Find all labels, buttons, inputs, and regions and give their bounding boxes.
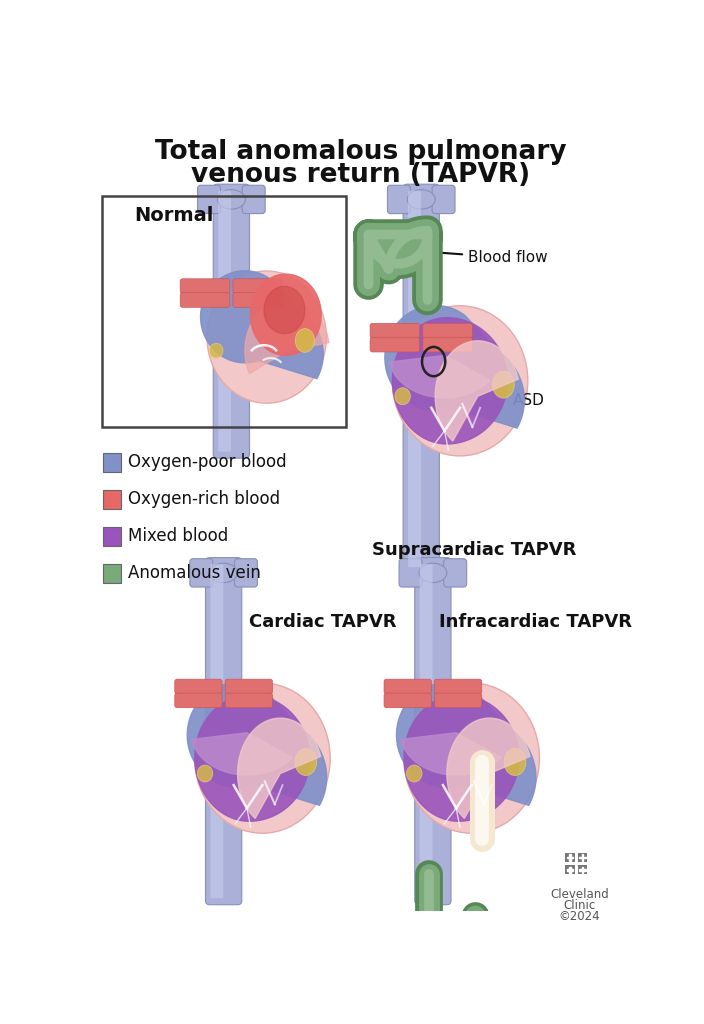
Polygon shape [237, 718, 321, 818]
FancyBboxPatch shape [180, 279, 230, 294]
Polygon shape [582, 854, 584, 860]
Ellipse shape [504, 749, 526, 775]
FancyBboxPatch shape [403, 184, 439, 573]
Polygon shape [569, 866, 571, 872]
Text: ASD: ASD [439, 362, 545, 408]
Ellipse shape [210, 563, 237, 583]
Text: Supracardiac TAPVR: Supracardiac TAPVR [372, 542, 576, 559]
Ellipse shape [404, 683, 539, 834]
FancyBboxPatch shape [423, 324, 472, 338]
Polygon shape [579, 868, 586, 870]
FancyBboxPatch shape [432, 185, 455, 214]
Text: Blood flow: Blood flow [407, 248, 548, 265]
Text: Cardiac TAPVR: Cardiac TAPVR [249, 612, 396, 631]
Text: Normal: Normal [134, 206, 214, 225]
FancyBboxPatch shape [370, 324, 420, 338]
FancyBboxPatch shape [213, 184, 249, 458]
FancyBboxPatch shape [233, 293, 282, 307]
FancyBboxPatch shape [103, 490, 121, 509]
Polygon shape [579, 856, 586, 858]
Text: Oxygen-rich blood: Oxygen-rich blood [128, 490, 280, 508]
Text: ©2024: ©2024 [558, 909, 601, 923]
Ellipse shape [295, 749, 317, 775]
Bar [565, 865, 574, 874]
Ellipse shape [207, 271, 327, 403]
Ellipse shape [419, 563, 447, 583]
Polygon shape [195, 695, 310, 821]
FancyBboxPatch shape [415, 558, 451, 905]
Polygon shape [567, 856, 573, 858]
FancyBboxPatch shape [103, 564, 121, 583]
Polygon shape [396, 683, 536, 805]
Polygon shape [435, 341, 518, 441]
Polygon shape [191, 733, 292, 775]
FancyBboxPatch shape [423, 337, 472, 352]
Text: Clinic: Clinic [563, 899, 596, 912]
FancyBboxPatch shape [175, 679, 222, 694]
FancyBboxPatch shape [233, 279, 282, 294]
Text: Oxygen-poor blood: Oxygen-poor blood [128, 454, 287, 471]
Polygon shape [264, 287, 305, 334]
Polygon shape [404, 695, 519, 821]
Ellipse shape [209, 343, 223, 358]
Text: Cleveland: Cleveland [550, 888, 609, 901]
Polygon shape [447, 718, 530, 818]
FancyBboxPatch shape [242, 185, 265, 214]
FancyBboxPatch shape [190, 559, 213, 587]
FancyBboxPatch shape [225, 693, 272, 708]
FancyBboxPatch shape [408, 190, 421, 567]
FancyBboxPatch shape [370, 337, 420, 352]
Bar [565, 853, 574, 862]
Bar [102, 196, 346, 427]
FancyBboxPatch shape [225, 679, 272, 694]
Polygon shape [582, 866, 584, 872]
FancyBboxPatch shape [434, 693, 482, 708]
Polygon shape [567, 868, 573, 870]
FancyBboxPatch shape [234, 559, 258, 587]
Ellipse shape [194, 683, 330, 834]
Polygon shape [251, 274, 321, 355]
FancyBboxPatch shape [384, 679, 432, 694]
Polygon shape [389, 355, 490, 397]
FancyBboxPatch shape [444, 559, 467, 587]
Text: Anomalous vein: Anomalous vein [128, 564, 261, 583]
Ellipse shape [408, 189, 435, 209]
Ellipse shape [218, 189, 245, 209]
FancyBboxPatch shape [387, 185, 410, 214]
Text: venous return (TAPVR): venous return (TAPVR) [191, 162, 530, 188]
Ellipse shape [493, 372, 514, 398]
FancyBboxPatch shape [198, 185, 220, 214]
FancyBboxPatch shape [180, 293, 230, 307]
Text: Infracardiac TAPVR: Infracardiac TAPVR [439, 612, 632, 631]
FancyBboxPatch shape [175, 693, 222, 708]
Polygon shape [245, 300, 329, 374]
FancyBboxPatch shape [206, 558, 241, 905]
Text: Total anomalous pulmonary: Total anomalous pulmonary [155, 139, 567, 165]
FancyBboxPatch shape [103, 454, 121, 472]
FancyBboxPatch shape [210, 564, 223, 898]
Polygon shape [401, 733, 501, 775]
Polygon shape [385, 305, 524, 428]
FancyBboxPatch shape [399, 559, 422, 587]
Polygon shape [392, 317, 508, 444]
Ellipse shape [392, 306, 528, 456]
Ellipse shape [395, 388, 410, 404]
FancyBboxPatch shape [434, 679, 482, 694]
Ellipse shape [406, 765, 422, 782]
FancyBboxPatch shape [218, 190, 231, 452]
FancyBboxPatch shape [384, 693, 432, 708]
Ellipse shape [197, 765, 213, 782]
Polygon shape [187, 683, 327, 805]
Polygon shape [201, 270, 323, 379]
Polygon shape [569, 854, 571, 860]
Bar [578, 865, 587, 874]
FancyBboxPatch shape [420, 564, 432, 898]
FancyBboxPatch shape [103, 527, 121, 546]
Ellipse shape [296, 329, 315, 352]
Text: Mixed blood: Mixed blood [128, 527, 229, 546]
Bar [578, 853, 587, 862]
